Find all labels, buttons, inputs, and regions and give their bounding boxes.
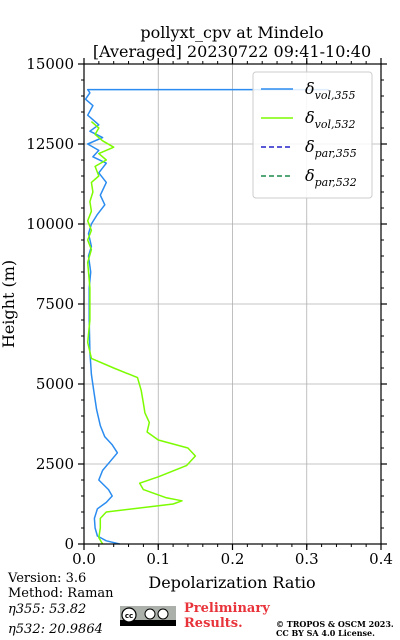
y-tick-label: 7500 xyxy=(36,295,74,313)
cc-by-sa-logo: cc xyxy=(120,606,176,626)
eta532-text: η532: 20.9864 xyxy=(8,622,103,637)
series-line-vol-532 xyxy=(86,121,197,545)
chart-subtitle: [Averaged] 20230722 09:41-10:40 xyxy=(93,42,371,61)
x-tick-label: 0.0 xyxy=(72,550,96,568)
copyright-notice: © TROPOS & OSCM 2023. CC BY SA 4.0 Licen… xyxy=(276,620,394,638)
version-text: Version: 3.6 xyxy=(8,571,87,586)
x-tick-label: 0.3 xyxy=(295,550,319,568)
series-lines xyxy=(84,88,329,545)
legend-label-subscript: vol,532 xyxy=(315,118,356,131)
series-line-vol-355 xyxy=(84,88,329,545)
legend-label-symbol: δ xyxy=(305,137,315,156)
x-axis-label: Depolarization Ratio xyxy=(148,573,315,592)
y-tick-label: 15000 xyxy=(26,55,74,73)
chart-title: pollyxt_cpv at Mindelo xyxy=(140,23,323,42)
legend-label-subscript: par,532 xyxy=(315,176,357,189)
preliminary-line-1: Preliminary xyxy=(184,601,270,616)
legend-label-subscript: par,355 xyxy=(315,147,357,160)
legend-label: δpar,355 xyxy=(305,137,357,160)
legend-label: δvol,355 xyxy=(305,79,356,102)
y-tick-label: 12500 xyxy=(26,135,74,153)
method-text: Method: Raman xyxy=(8,586,114,601)
legend-box xyxy=(252,71,373,199)
legend-label: δvol,532 xyxy=(305,108,356,131)
legend-label-subscript: vol,355 xyxy=(315,89,356,102)
axis-ticks: 0.0 0.1 0.2 0.3 0.4 0 2500 5000 7500 10000 12500 15… xyxy=(26,55,393,568)
y-tick-label: 10000 xyxy=(26,215,74,233)
legend-label-symbol: δ xyxy=(305,166,315,185)
x-tick-label: 0.2 xyxy=(221,550,245,568)
svg-text:cc: cc xyxy=(125,612,133,620)
legend-label-symbol: δ xyxy=(305,79,315,98)
preliminary-results-label: Preliminary Results. xyxy=(184,601,270,631)
x-tick-label: 0.1 xyxy=(146,550,170,568)
y-tick-label: 0 xyxy=(64,535,74,553)
preliminary-line-2: Results. xyxy=(184,616,243,631)
legend-label: δpar,532 xyxy=(305,166,357,189)
eta355-text: η355: 53.82 xyxy=(8,602,87,617)
x-tick-label: 0.4 xyxy=(369,550,393,568)
copyright-line-2: CC BY SA 4.0 License. xyxy=(276,628,375,638)
copyright-line-1: © TROPOS & OSCM 2023. xyxy=(276,619,394,629)
y-tick-label: 2500 xyxy=(36,455,74,473)
legend-label-symbol: δ xyxy=(305,108,315,127)
y-tick-label: 5000 xyxy=(36,375,74,393)
y-axis-label: Height (m) xyxy=(0,260,18,348)
